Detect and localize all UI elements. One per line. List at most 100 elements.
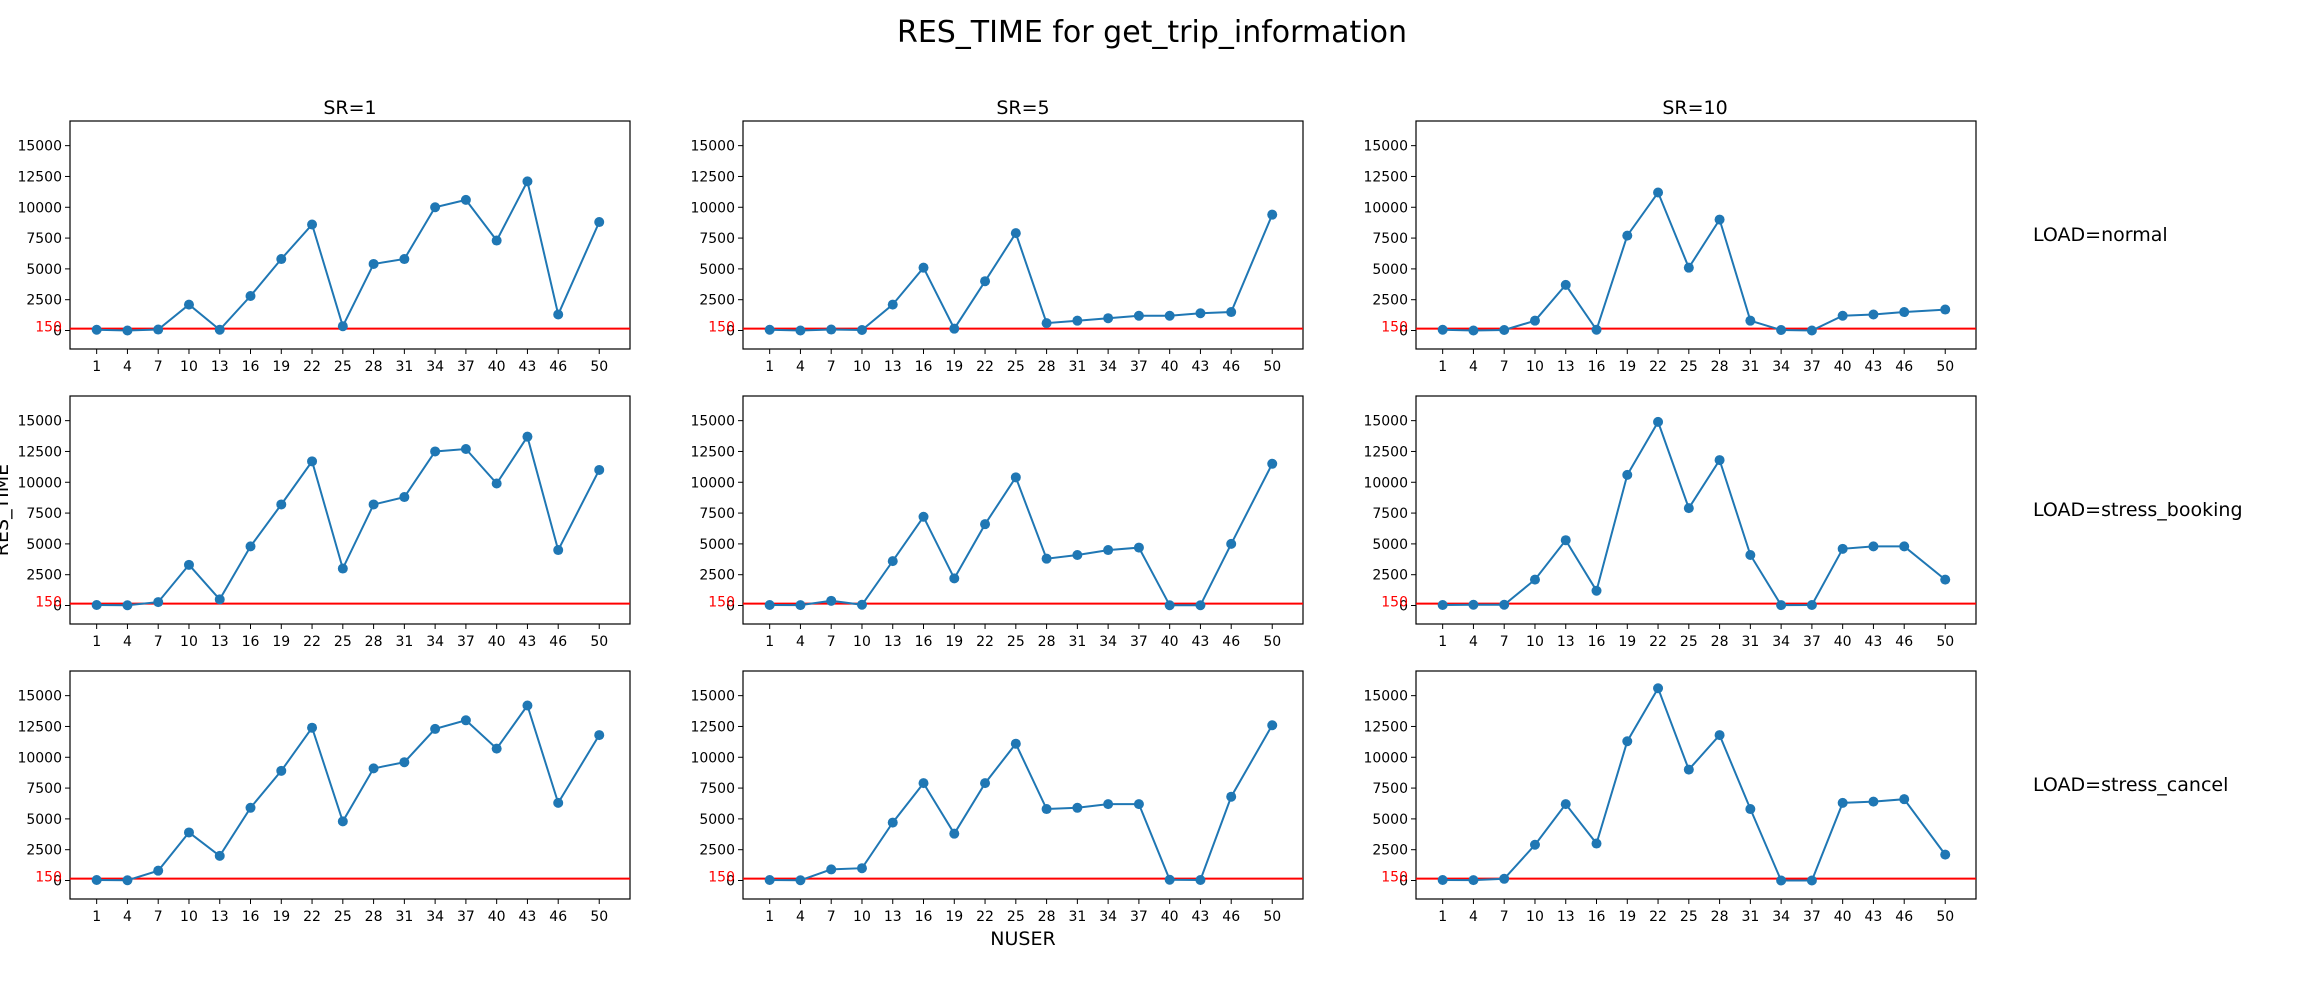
row-title-2: LOAD=stress_booking <box>2033 499 2243 521</box>
data-point <box>122 325 133 336</box>
data-point <box>949 323 960 334</box>
x-tick-label: 25 <box>1680 359 1698 375</box>
data-point <box>826 595 837 606</box>
data-point <box>1714 455 1725 466</box>
plot-frame <box>69 395 631 625</box>
x-tick-label: 4 <box>796 909 805 925</box>
data-point <box>1806 600 1817 611</box>
y-tick-label: 5000 <box>699 262 735 278</box>
x-tick-label: 31 <box>1068 359 1086 375</box>
x-tick-label: 1 <box>92 909 101 925</box>
data-point <box>553 545 564 556</box>
x-tick-label: 22 <box>976 359 994 375</box>
x-tick-label: 1 <box>92 634 101 650</box>
data-point <box>764 875 775 886</box>
col-title-2: SR=5 <box>996 97 1049 119</box>
x-tick-label: 4 <box>123 909 132 925</box>
y-tick-label: 0 <box>726 324 735 340</box>
x-tick-label: 46 <box>549 909 567 925</box>
x-tick-label: 7 <box>1500 359 1509 375</box>
x-tick-label: 50 <box>590 909 608 925</box>
plot-frame <box>69 120 631 350</box>
figure-title: RES_TIME for get_trip_information <box>897 15 1407 50</box>
x-tick-label: 13 <box>211 634 229 650</box>
y-tick-label: 0 <box>53 324 62 340</box>
y-tick-label: 12500 <box>1363 169 1408 185</box>
x-tick-label: 16 <box>1588 359 1606 375</box>
x-tick-label: 1 <box>1438 909 1447 925</box>
data-point <box>1714 214 1725 225</box>
data-point <box>1940 849 1951 860</box>
y-tick-label: 0 <box>53 874 62 890</box>
x-tick-label: 13 <box>1557 359 1575 375</box>
data-point <box>122 875 133 886</box>
x-tick-label: 40 <box>1834 359 1852 375</box>
x-tick-label: 16 <box>1588 909 1606 925</box>
data-point <box>337 563 348 574</box>
y-tick-label: 15000 <box>690 139 735 155</box>
data-point <box>1072 802 1083 813</box>
x-tick-label: 43 <box>1192 909 1210 925</box>
x-tick-label: 7 <box>827 634 836 650</box>
data-point <box>594 217 605 228</box>
y-tick-label: 10000 <box>1363 200 1408 216</box>
data-point <box>887 556 898 567</box>
x-tick-label: 40 <box>488 909 506 925</box>
data-point <box>91 600 102 611</box>
x-tick-label: 13 <box>884 359 902 375</box>
y-tick-label: 0 <box>1399 599 1408 615</box>
x-tick-label: 34 <box>1772 634 1790 650</box>
data-point <box>795 325 806 336</box>
data-point <box>826 324 837 335</box>
y-tick-label: 12500 <box>17 444 62 460</box>
data-point <box>1267 458 1278 469</box>
x-tick-label: 46 <box>549 634 567 650</box>
data-point <box>1437 875 1448 886</box>
x-tick-label: 25 <box>1680 909 1698 925</box>
x-tick-label: 34 <box>1772 909 1790 925</box>
data-point <box>491 235 502 246</box>
data-point <box>826 864 837 875</box>
x-tick-label: 10 <box>180 359 198 375</box>
y-tick-label: 12500 <box>17 169 62 185</box>
x-tick-label: 28 <box>365 359 383 375</box>
series-line <box>769 463 1274 607</box>
data-point <box>980 778 991 789</box>
data-point <box>980 276 991 287</box>
data-point <box>1010 472 1021 483</box>
x-tick-label: 25 <box>1680 634 1698 650</box>
x-tick-label: 31 <box>1741 634 1759 650</box>
x-tick-label: 22 <box>303 634 321 650</box>
x-tick-label: 10 <box>853 359 871 375</box>
x-tick-label: 50 <box>590 634 608 650</box>
data-point <box>1837 797 1848 808</box>
y-tick-label: 5000 <box>26 537 62 553</box>
x-tick-label: 1 <box>92 359 101 375</box>
col-title-3: SR=10 <box>1662 97 1727 119</box>
threshold-label: 150 <box>35 320 62 336</box>
x-tick-label: 46 <box>1895 359 1913 375</box>
x-tick-label: 7 <box>154 359 163 375</box>
data-point <box>918 262 929 273</box>
series-line <box>96 703 601 882</box>
data-point <box>1591 324 1602 335</box>
x-tick-label: 4 <box>1469 359 1478 375</box>
data-point <box>1622 736 1633 747</box>
data-point <box>918 511 929 522</box>
x-tick-label: 40 <box>1161 359 1179 375</box>
x-tick-label: 22 <box>1649 909 1667 925</box>
x-tick-label: 31 <box>1741 359 1759 375</box>
data-point <box>1499 599 1510 610</box>
data-point <box>1195 308 1206 319</box>
data-point <box>1868 309 1879 320</box>
y-tick-label: 2500 <box>26 568 62 584</box>
data-point <box>214 850 225 861</box>
data-point <box>1267 720 1278 731</box>
x-tick-label: 31 <box>395 634 413 650</box>
x-tick-label: 40 <box>1161 634 1179 650</box>
x-tick-label: 16 <box>242 909 260 925</box>
data-point <box>1468 875 1479 886</box>
y-tick-label: 2500 <box>26 293 62 309</box>
x-tick-label: 4 <box>123 634 132 650</box>
x-tick-label: 28 <box>1038 359 1056 375</box>
